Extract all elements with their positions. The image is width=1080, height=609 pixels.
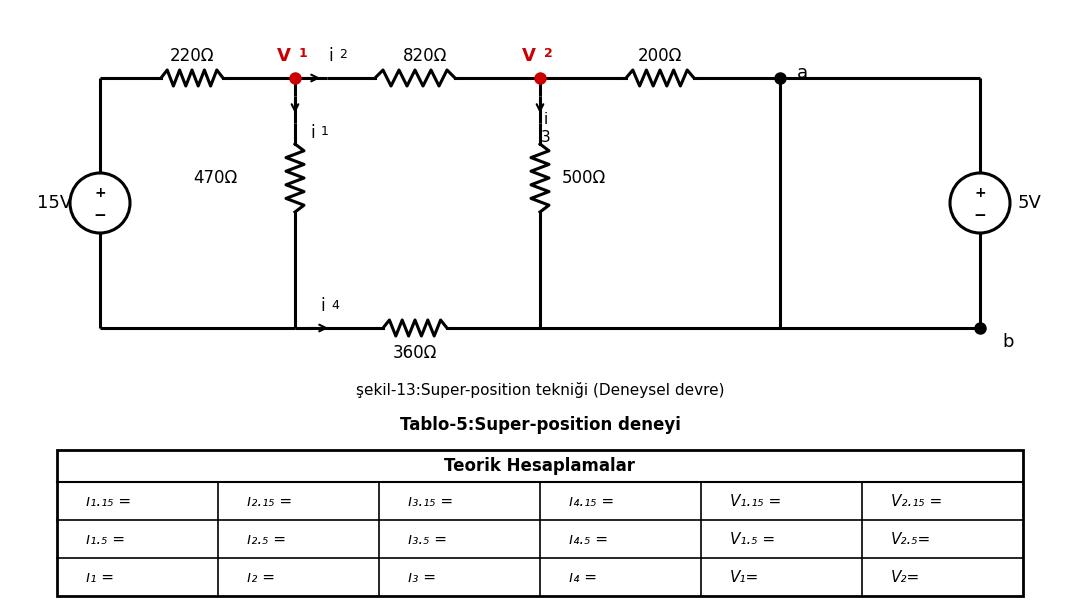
Text: a: a: [796, 64, 808, 82]
Text: Teorik Hesaplamalar: Teorik Hesaplamalar: [445, 457, 635, 475]
Text: i: i: [321, 297, 325, 315]
Text: 5V: 5V: [1018, 194, 1042, 212]
Text: ı₄ =: ı₄ =: [569, 569, 597, 585]
Text: 200Ω: 200Ω: [638, 47, 683, 65]
Text: V₁=: V₁=: [730, 569, 759, 585]
Text: ı₄.₁₅ =: ı₄.₁₅ =: [569, 493, 615, 509]
Text: şekil-13:Super-position tekniği (Deneysel devre): şekil-13:Super-position tekniği (Deneyse…: [355, 382, 725, 398]
Text: V₂.₁₅ =: V₂.₁₅ =: [891, 493, 942, 509]
Text: i: i: [311, 124, 315, 142]
Text: V₁.₁₅ =: V₁.₁₅ =: [730, 493, 781, 509]
Text: ı₁.₅ =: ı₁.₅ =: [86, 532, 125, 546]
Text: Tablo-5:Super-position deneyi: Tablo-5:Super-position deneyi: [400, 416, 680, 434]
Text: 15V: 15V: [38, 194, 72, 212]
Text: V₂.₅=: V₂.₅=: [891, 532, 931, 546]
Text: ı₃.₁₅ =: ı₃.₁₅ =: [408, 493, 454, 509]
Text: 220Ω: 220Ω: [170, 47, 214, 65]
Text: i: i: [328, 47, 334, 65]
Text: i: i: [544, 113, 549, 127]
Text: +: +: [94, 186, 106, 200]
Text: V: V: [278, 47, 291, 65]
Bar: [57, 450, 1023, 596]
Text: V₂=: V₂=: [891, 569, 920, 585]
Text: 820Ω: 820Ω: [403, 47, 447, 65]
Text: ı₂.₅ =: ı₂.₅ =: [247, 532, 286, 546]
Text: 1: 1: [321, 125, 329, 138]
Text: 1: 1: [299, 47, 308, 60]
Text: +: +: [974, 186, 986, 200]
Text: 2: 2: [339, 48, 347, 61]
Text: ı₄.₅ =: ı₄.₅ =: [569, 532, 608, 546]
Text: 2: 2: [544, 47, 553, 60]
Text: 470Ω: 470Ω: [192, 169, 237, 187]
Text: V: V: [522, 47, 536, 65]
Text: b: b: [1002, 333, 1013, 351]
Text: 3: 3: [541, 130, 551, 146]
Text: ı₁ =: ı₁ =: [86, 569, 114, 585]
Text: 500Ω: 500Ω: [562, 169, 606, 187]
Text: −: −: [974, 208, 986, 222]
Text: ı₃ =: ı₃ =: [408, 569, 436, 585]
Text: ı₃.₅ =: ı₃.₅ =: [408, 532, 447, 546]
Text: 360Ω: 360Ω: [393, 344, 437, 362]
Text: ı₂ =: ı₂ =: [247, 569, 275, 585]
Text: ı₂.₁₅ =: ı₂.₁₅ =: [247, 493, 292, 509]
Text: V₁.₅ =: V₁.₅ =: [730, 532, 775, 546]
Text: −: −: [94, 208, 106, 222]
Text: ı₁.₁₅ =: ı₁.₁₅ =: [86, 493, 131, 509]
Text: 4: 4: [330, 299, 339, 312]
